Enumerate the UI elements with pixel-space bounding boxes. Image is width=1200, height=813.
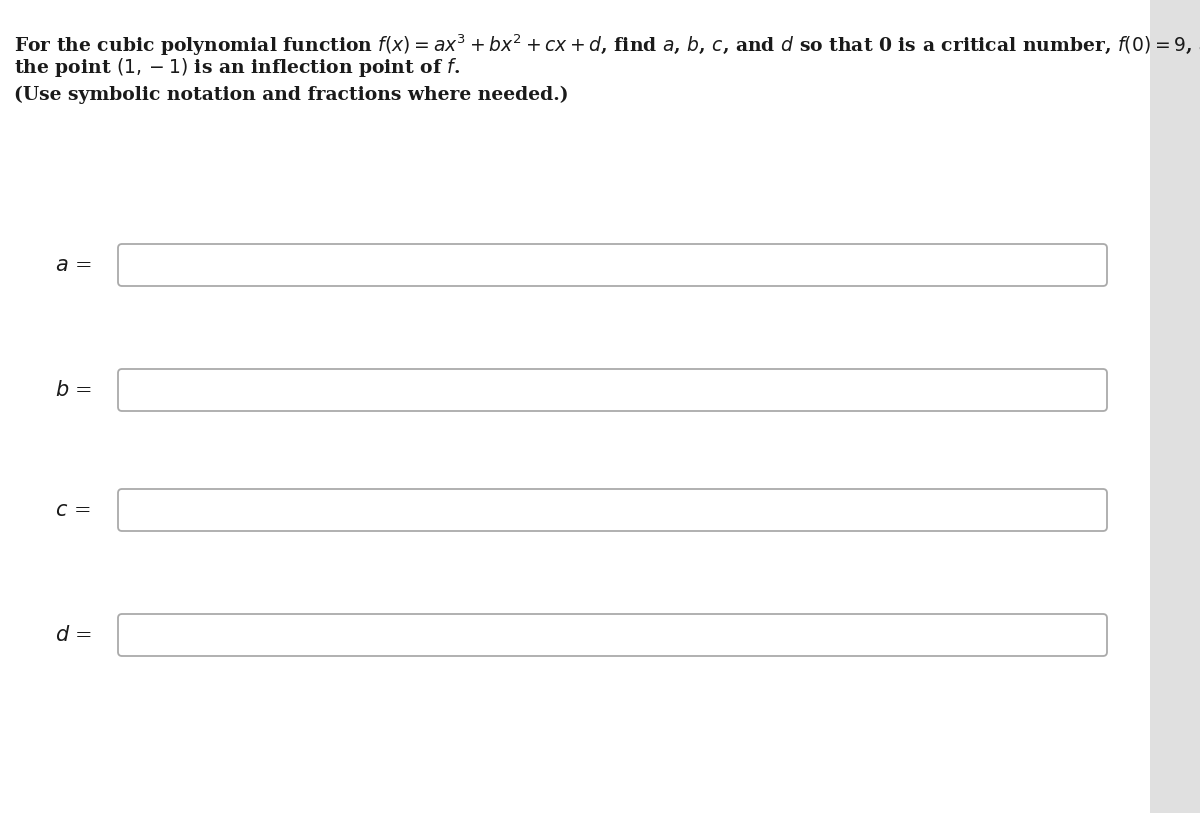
Text: $\mathbf{\mathit{c}}$ =: $\mathbf{\mathit{c}}$ = (55, 501, 90, 520)
Text: $\mathbf{\mathit{b}}$ =: $\mathbf{\mathit{b}}$ = (55, 380, 92, 400)
Text: $\mathbf{\mathit{a}}$ =: $\mathbf{\mathit{a}}$ = (55, 255, 92, 275)
FancyBboxPatch shape (1150, 0, 1200, 813)
Text: (Use symbolic notation and fractions where needed.): (Use symbolic notation and fractions whe… (14, 86, 569, 104)
FancyBboxPatch shape (118, 489, 1108, 531)
FancyBboxPatch shape (118, 244, 1108, 286)
Text: For the cubic polynomial function $f(x) = ax^3 + bx^2 + cx + d$, find $a$, $b$, : For the cubic polynomial function $f(x) … (14, 32, 1200, 58)
FancyBboxPatch shape (118, 614, 1108, 656)
Text: $\mathbf{\mathit{d}}$ =: $\mathbf{\mathit{d}}$ = (55, 625, 92, 645)
Text: the point $(1, -1)$ is an inflection point of $f$.: the point $(1, -1)$ is an inflection poi… (14, 56, 461, 79)
FancyBboxPatch shape (118, 369, 1108, 411)
